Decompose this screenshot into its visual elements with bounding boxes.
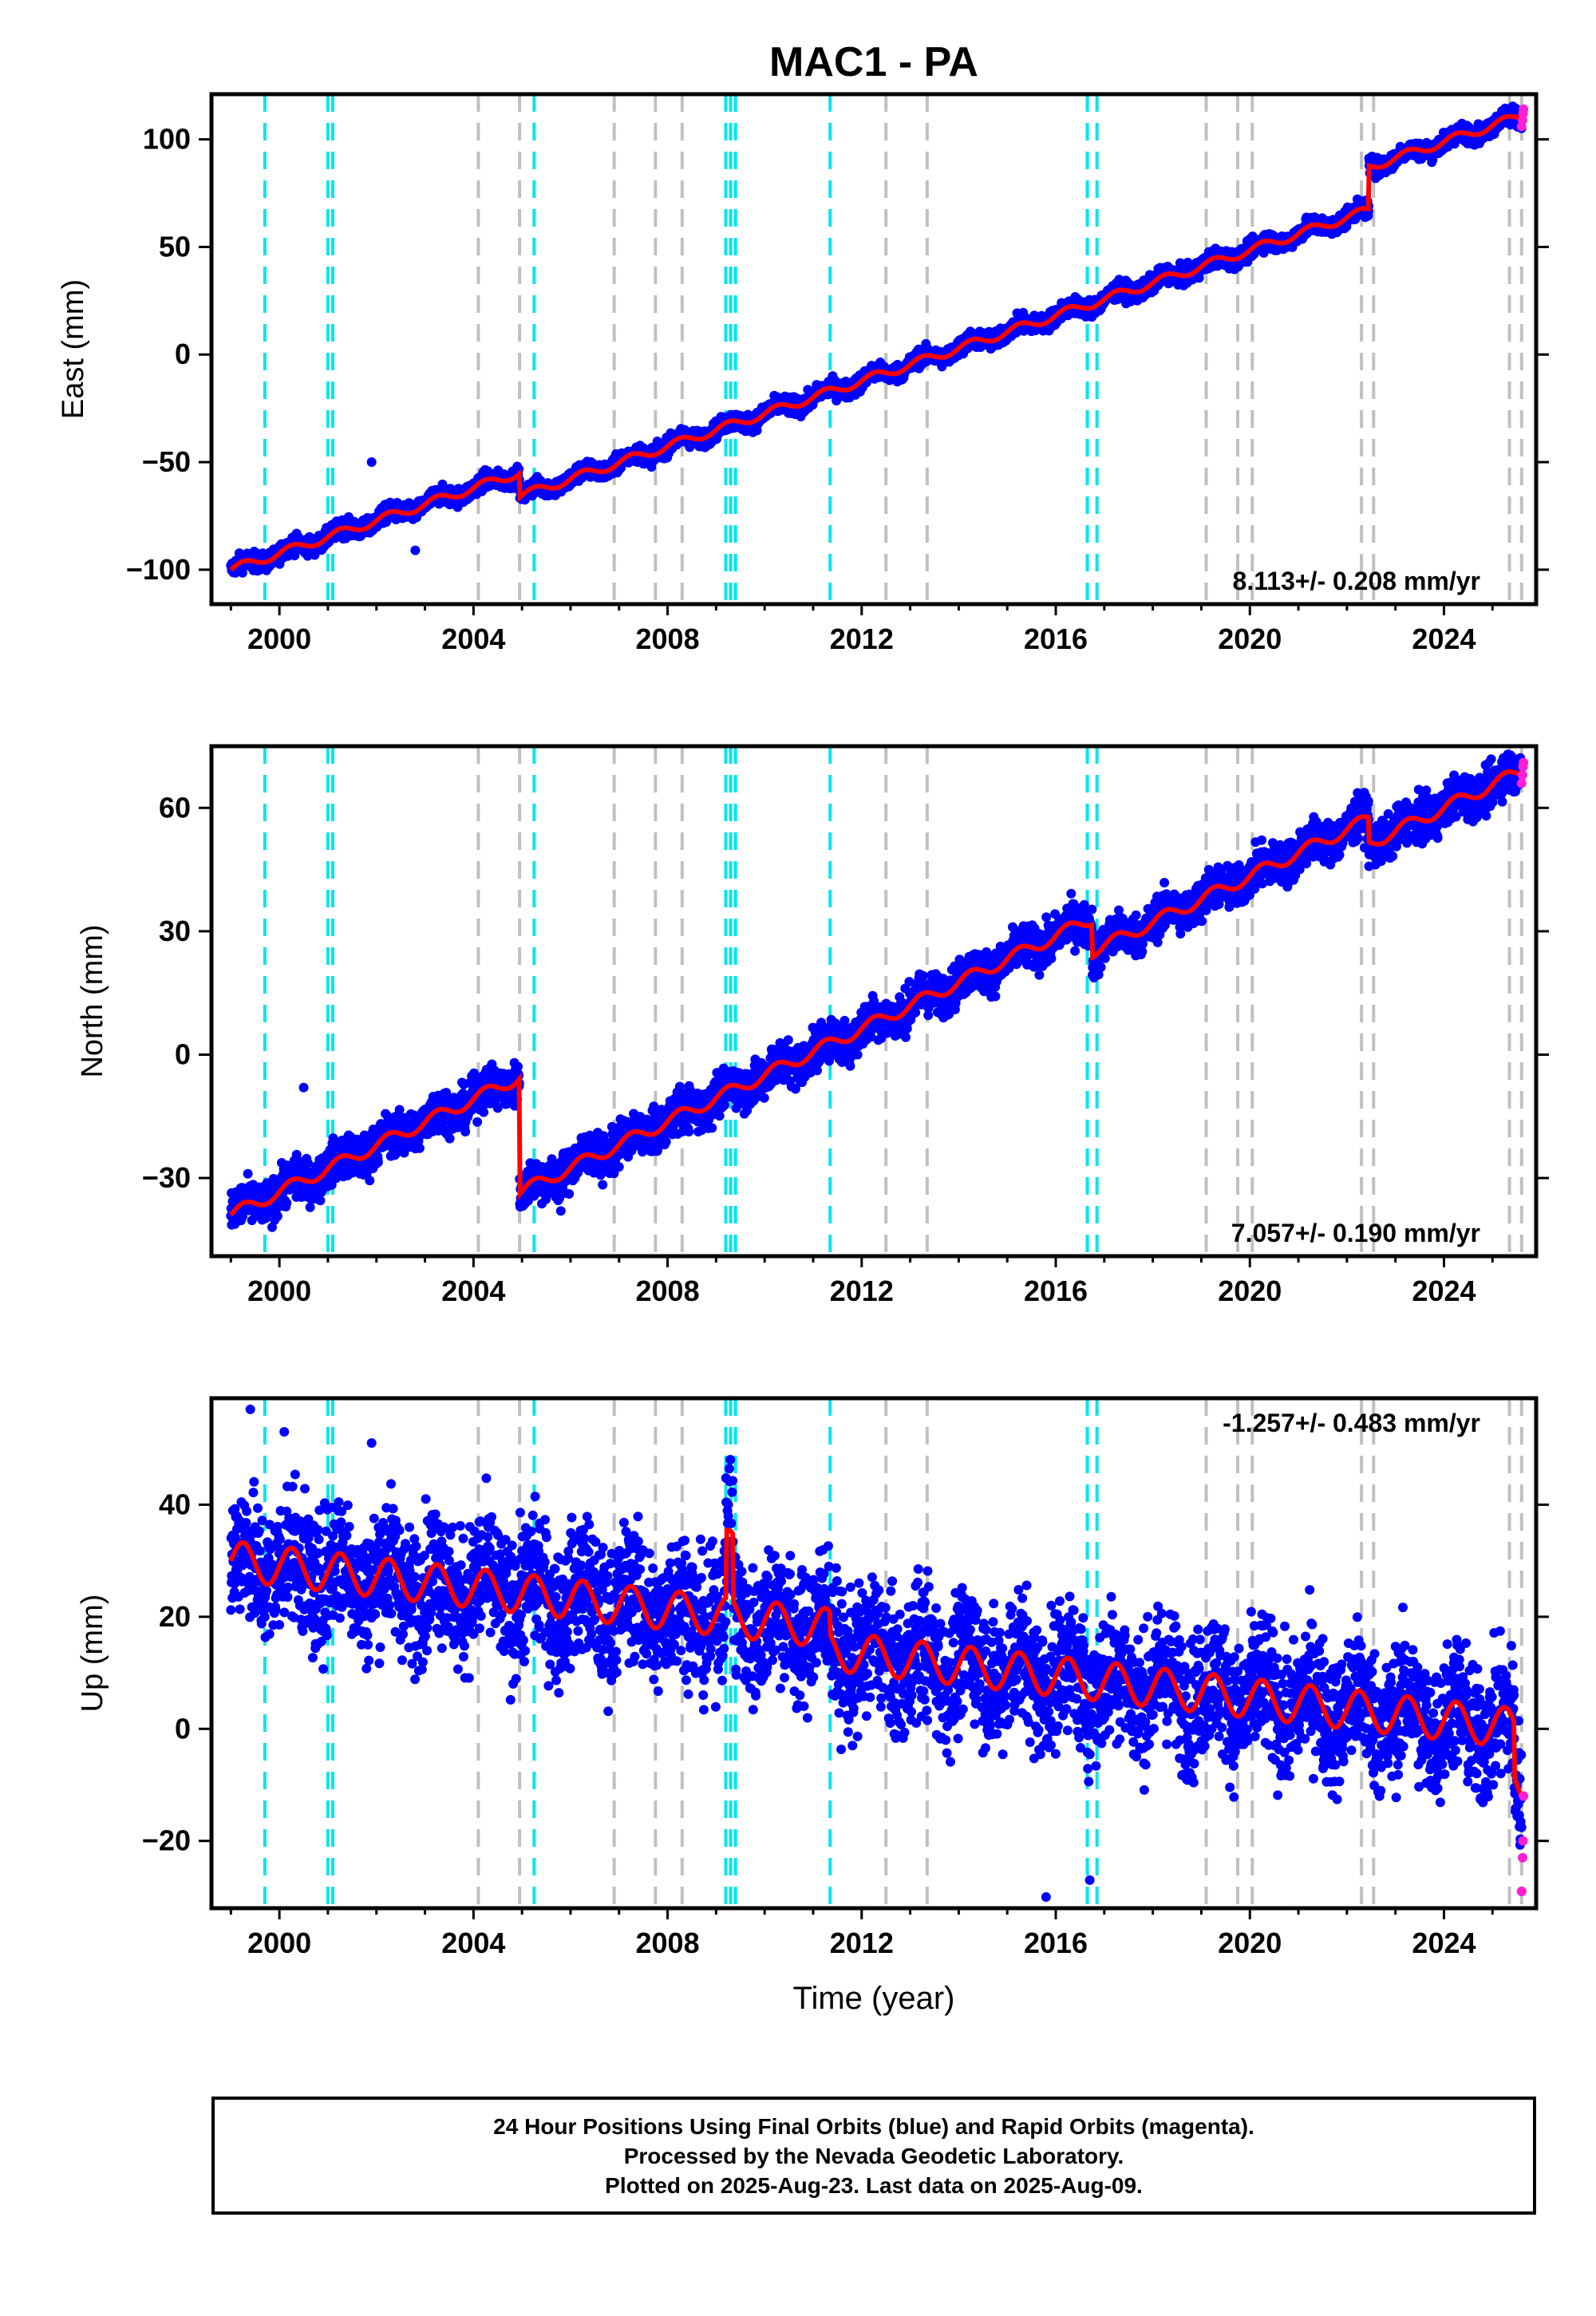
x-tick-label: 2024 xyxy=(1412,622,1476,655)
outlier-point xyxy=(410,545,421,555)
panels-group: 2000 2004 2008 2012 2016 2020 2024 −100 −50 0 50 10… xyxy=(57,92,1549,1959)
final-orbit-point xyxy=(315,1196,326,1206)
model-fit-line xyxy=(229,113,1523,572)
final-orbit-points xyxy=(226,749,1527,1232)
event-lines xyxy=(263,94,1523,604)
rapid-orbit-point xyxy=(1519,104,1529,114)
y-axis-label: East (mm) xyxy=(57,279,90,419)
final-orbit-point xyxy=(243,1168,253,1179)
outlier-point xyxy=(366,457,377,468)
y-tick-label: −100 xyxy=(126,553,191,586)
x-tick-label: 2008 xyxy=(636,622,700,655)
y-tick-label: 0 xyxy=(175,338,191,370)
x-tick-label: 2000 xyxy=(247,622,311,655)
y-tick-label: 50 xyxy=(159,230,191,263)
panel-east: 2000 2004 2008 2012 2016 2020 2024 −100 −50 0 50 10… xyxy=(57,92,1549,655)
x-tick-label: 2004 xyxy=(441,622,505,655)
y-tick-label: 100 xyxy=(143,123,191,156)
final-orbit-point xyxy=(272,1211,282,1221)
final-orbit-point xyxy=(238,567,247,578)
final-orbit-point xyxy=(282,1198,292,1208)
x-tick-label: 2016 xyxy=(1024,622,1088,655)
x-tick-label: 2020 xyxy=(1218,622,1282,655)
y-tick-label: −50 xyxy=(142,445,191,478)
panel-north: 2000 2004 2008 2012 2016 2020 2024−3003060Nort… xyxy=(76,744,1549,1307)
rate-label: 8.113+/- 0.208 mm/yr xyxy=(1233,567,1480,595)
x-tick-label: 2012 xyxy=(830,622,894,655)
chart-title: MAC1 - PA xyxy=(769,39,978,85)
panel-frame xyxy=(209,92,1539,607)
